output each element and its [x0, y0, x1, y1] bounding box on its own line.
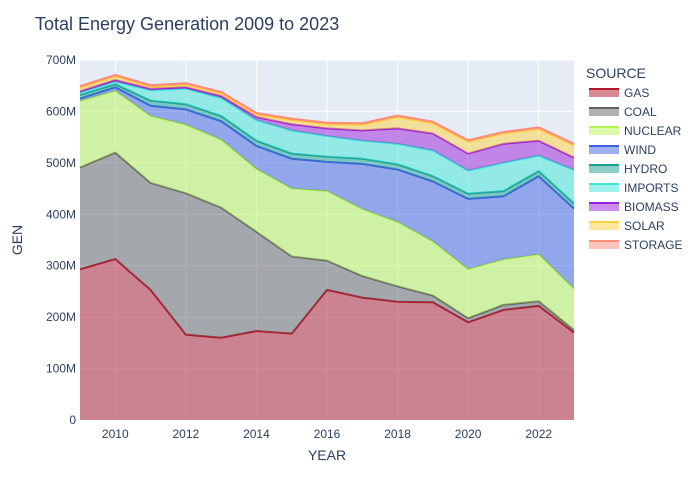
x-tick-label: 2014: [243, 427, 270, 441]
legend-swatch: [589, 127, 619, 135]
legend-swatch: [589, 165, 619, 173]
x-tick-label: 2016: [314, 427, 341, 441]
x-tick-label: 2018: [384, 427, 411, 441]
x-tick-label: 2012: [173, 427, 200, 441]
legend-swatch: [589, 222, 619, 230]
legend-label: HYDRO: [624, 162, 667, 176]
legend-item-storage[interactable]: STORAGE: [589, 238, 682, 252]
legend-item-hydro[interactable]: HYDRO: [589, 162, 667, 176]
y-tick-label: 100M: [46, 362, 76, 376]
legend: SOURCE GAS COAL NUCLEAR WIND HYDRO IMPORTS BIO…: [586, 65, 682, 252]
y-tick-label: 300M: [46, 259, 76, 273]
legend-item-wind[interactable]: WIND: [589, 143, 656, 157]
legend-label: SOLAR: [624, 219, 665, 233]
area-gas: [80, 259, 574, 420]
legend-swatch: [589, 184, 619, 192]
legend-swatch: [589, 108, 619, 116]
legend-label: STORAGE: [624, 238, 682, 252]
legend-swatch: [589, 203, 619, 211]
area-biomass: [80, 80, 574, 171]
legend-swatch: [589, 89, 619, 97]
chart-title: Total Energy Generation 2009 to 2023: [35, 14, 339, 34]
x-tick-label: 2022: [525, 427, 552, 441]
legend-item-coal[interactable]: COAL: [589, 105, 657, 119]
x-axis-ticks: 2010 2012 2014 2016 2018 2020 2022: [102, 427, 552, 441]
legend-label: COAL: [624, 105, 657, 119]
x-tick-label: 2020: [455, 427, 482, 441]
y-tick-label: 700M: [46, 53, 76, 67]
legend-item-imports[interactable]: IMPORTS: [589, 181, 678, 195]
y-tick-label: 500M: [46, 156, 76, 170]
legend-label: IMPORTS: [624, 181, 678, 195]
area-imports: [80, 81, 574, 204]
y-tick-label: 400M: [46, 207, 76, 221]
y-tick-label: 600M: [46, 104, 76, 118]
legend-swatch: [589, 241, 619, 249]
area-nuclear: [80, 90, 574, 330]
legend-item-solar[interactable]: SOLAR: [589, 219, 665, 233]
x-tick-label: 2010: [102, 427, 129, 441]
legend-label: BIOMASS: [624, 200, 679, 214]
y-axis-ticks: 0 100M 200M 300M 400M 500M 600M 700M: [46, 53, 76, 427]
legend-title: SOURCE: [586, 65, 646, 81]
legend-item-gas[interactable]: GAS: [589, 86, 649, 100]
area-wind: [80, 87, 574, 289]
y-tick-label: 0: [69, 413, 76, 427]
legend-swatch: [589, 146, 619, 154]
legend-label: NUCLEAR: [624, 124, 682, 138]
legend-label: WIND: [624, 143, 656, 157]
y-tick-label: 200M: [46, 310, 76, 324]
y-axis-title: GEN: [9, 225, 25, 255]
legend-label: GAS: [624, 86, 649, 100]
area-series-group: [79, 73, 575, 420]
area-solar: [80, 76, 574, 158]
area-coal: [80, 152, 574, 338]
legend-item-biomass[interactable]: BIOMASS: [589, 200, 679, 214]
line-storage: [79, 73, 575, 145]
x-axis-title: YEAR: [308, 447, 346, 463]
legend-item-nuclear[interactable]: NUCLEAR: [589, 124, 682, 138]
